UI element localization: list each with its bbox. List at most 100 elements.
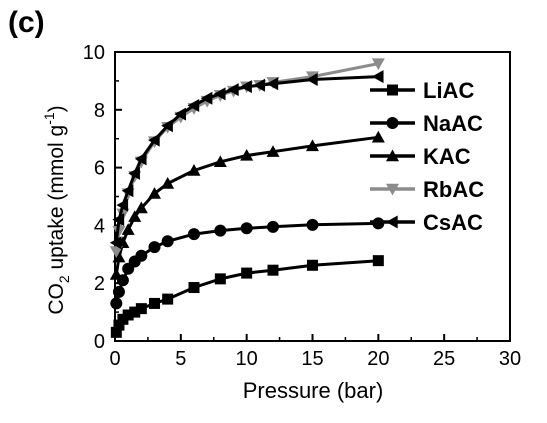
y-label-superscript: -1 [41,112,57,125]
legend-label-naac: NaAC [423,111,483,136]
data-point-kac [148,187,161,199]
data-point-liac [372,255,384,267]
data-point-csac [116,198,129,212]
y-axis-label: CO2 uptake (mmol g-1) [41,105,72,314]
data-point-csac [109,236,122,250]
data-point-liac [267,264,279,276]
y-tick-label: 6 [94,158,105,180]
data-point-liac [188,282,200,294]
legend-label-liac: LiAC [423,78,474,103]
data-point-csac [128,166,140,180]
data-point-liac [149,297,160,309]
data-point-naac [214,224,227,237]
series-liac [110,255,384,338]
data-point-kac [128,210,142,222]
legend-item-rbac: RbAC [370,177,484,202]
data-point-liac [162,293,174,305]
data-point-csac [200,91,213,105]
data-point-kac [240,148,254,161]
data-point-csac [134,152,147,166]
legend-label-kac: KAC [423,144,471,169]
y-tick-label: 8 [94,100,105,122]
data-point-liac [129,306,141,318]
data-point-kac [371,130,385,143]
data-point-kac [121,223,135,235]
data-point-csac [213,87,226,101]
data-point-rbac [371,58,385,71]
data-point-csac [174,107,187,121]
data-point-kac [306,139,319,152]
legend-marker-csac [386,215,398,229]
x-tick-label: 10 [236,348,258,370]
legend-marker-kac [386,149,399,162]
legend: LiAC NaAC KAC RbAC CsAC [370,78,484,235]
axes: 0 5 10 15 20 25 30 0 2 4 6 8 10 [83,42,521,370]
y-tick-label: 2 [94,273,105,295]
data-point-kac [266,145,280,157]
data-point-kac [187,163,201,176]
series-layer [109,58,385,338]
legend-item-kac: KAC [370,144,471,169]
legend-label-csac: CsAC [423,210,483,235]
legend-item-liac: LiAC [370,78,474,103]
data-point-naac [240,222,253,235]
data-point-liac [307,259,318,271]
data-point-naac [110,297,123,310]
data-point-csac [306,72,318,86]
series-kac [109,130,385,280]
data-point-kac [112,250,126,263]
data-point-kac [109,268,123,280]
y-label-part: CO [45,283,68,315]
x-tick-label: 30 [499,348,521,370]
data-point-naac [267,220,279,233]
data-point-csac [148,133,160,147]
y-label-subscript: 2 [56,275,72,283]
series-naac [110,217,385,310]
x-tick-label: 0 [109,348,120,370]
data-point-naac [306,218,319,231]
legend-marker-liac [387,84,398,96]
data-point-naac [161,235,174,248]
data-point-csac [227,83,239,97]
legend-marker-naac [386,117,399,129]
legend-label-rbac: RbAC [423,177,484,202]
data-point-liac [113,319,125,331]
y-label-part: uptake (mmol g [45,125,68,276]
data-point-liac [110,326,122,338]
legend-marker-rbac [386,183,399,196]
legend-item-naac: NaAC [370,111,483,136]
data-point-csac [253,78,266,92]
data-point-kac [134,201,148,214]
data-point-naac [112,285,125,298]
data-point-csac [121,184,134,198]
data-point-csac [371,70,384,84]
data-point-naac [135,249,148,262]
data-point-csac [266,77,279,91]
y-tick-label: 4 [94,215,105,237]
y-tick-label: 0 [94,331,105,353]
data-point-liac [135,303,147,315]
data-point-naac [148,241,161,254]
data-point-kac [161,176,175,189]
data-point-csac [240,80,252,94]
x-tick-label: 20 [367,348,389,370]
panel-label: (c) [8,6,45,39]
data-point-liac [214,273,226,285]
series-csac [109,70,384,250]
data-point-rbac [109,246,123,258]
data-point-naac [188,228,200,241]
legend-item-csac: CsAC [370,210,483,235]
data-point-liac [122,309,134,321]
x-tick-label: 5 [175,348,186,370]
data-point-csac [187,98,200,112]
data-point-liac [241,267,253,279]
data-point-kac [213,155,227,168]
x-tick-label: 25 [433,348,455,370]
data-point-csac [112,213,125,227]
y-tick-label: 10 [83,42,105,64]
x-axis-label: Pressure (bar) [243,378,384,403]
x-tick-label: 15 [301,348,323,370]
data-point-csac [161,119,173,133]
y-label-part: ) [45,105,68,112]
